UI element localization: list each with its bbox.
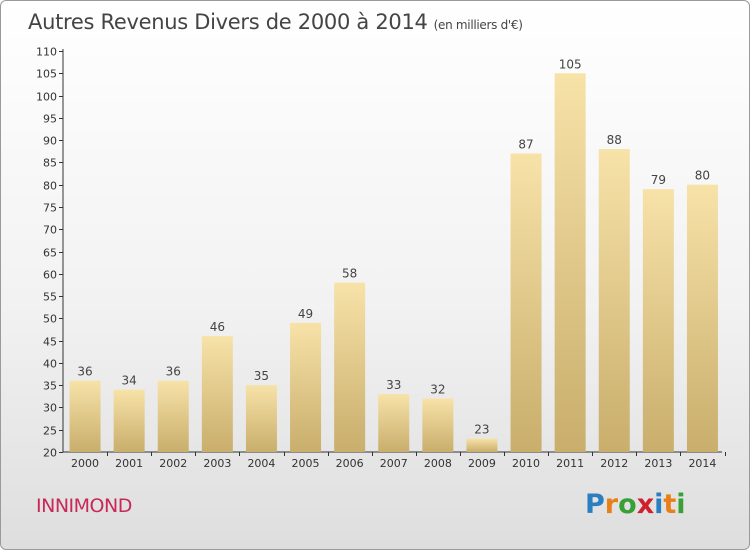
bars (69, 73, 718, 453)
data-label-2008: 32 (430, 383, 445, 397)
x-tick-label: 2012 (600, 457, 628, 470)
proxiti-logo[interactable]: Proxiti (585, 489, 686, 520)
y-tick-label: 25 (43, 425, 57, 438)
y-tick-label: 60 (43, 269, 57, 282)
y-tick-label: 95 (43, 113, 57, 126)
data-label-2007: 33 (386, 378, 401, 392)
logo-letter: P (585, 489, 605, 520)
bar-2009 (466, 438, 498, 452)
bar-2002 (157, 380, 189, 452)
x-tick-label: 2007 (380, 457, 408, 470)
y-tick-label: 70 (43, 224, 57, 237)
y-tick-label: 100 (36, 91, 57, 104)
data-label-2003: 46 (210, 320, 225, 334)
logo-letter: t (663, 489, 677, 520)
y-tick-label: 75 (43, 202, 57, 215)
data-label-2005: 49 (298, 307, 313, 321)
data-label-2004: 35 (254, 369, 269, 383)
y-tick-label: 55 (43, 291, 57, 304)
data-label-2006: 58 (342, 267, 357, 281)
x-tick-label: 2006 (336, 457, 364, 470)
x-tick-label: 2004 (247, 457, 275, 470)
y-tick-label: 85 (43, 157, 57, 170)
data-label-2009: 23 (474, 423, 489, 437)
x-tick-label: 2010 (512, 457, 540, 470)
bar-2001 (113, 389, 145, 452)
data-label-2001: 34 (122, 374, 137, 388)
x-tick-label: 2013 (644, 457, 672, 470)
bar-2010 (510, 153, 542, 452)
y-tick-label: 20 (43, 447, 57, 460)
bar-2008 (422, 398, 454, 452)
logo-letter: o (618, 489, 637, 520)
y-tick-label: 30 (43, 402, 57, 415)
logo-letter: x (636, 489, 655, 520)
data-label-2010: 87 (518, 137, 533, 151)
x-tick-label: 2003 (203, 457, 231, 470)
data-label-2000: 36 (77, 365, 92, 379)
x-tick-label: 2014 (688, 457, 716, 470)
y-tick-label: 80 (43, 180, 57, 193)
bar-2007 (378, 394, 410, 452)
y-tick-label: 90 (43, 135, 57, 148)
y-tick-label: 50 (43, 313, 57, 326)
chart-title-text: Autres Revenus Divers de 2000 à 2014 (28, 10, 428, 34)
y-tick-label: 105 (36, 68, 57, 81)
x-tick-label: 2008 (424, 457, 452, 470)
bar-2003 (201, 336, 233, 452)
bar-2013 (642, 189, 674, 452)
x-tick-label: 2000 (71, 457, 99, 470)
bar-2012 (598, 149, 630, 452)
data-label-2014: 80 (695, 169, 710, 183)
logo-letter: r (604, 489, 619, 520)
x-tick-label: 2005 (292, 457, 320, 470)
y-tick-label: 40 (43, 358, 57, 371)
logo-letter: i (654, 489, 664, 520)
bar-2005 (290, 322, 322, 452)
y-axis: 20 25 30 35 40 45 50 55 60 65 70 75 80 85 90 95 100 105 11… (36, 46, 64, 460)
bar-2000 (69, 380, 101, 452)
data-label-2012: 88 (607, 133, 622, 147)
y-tick-label: 65 (43, 247, 57, 260)
bar-2006 (334, 282, 366, 452)
chart-title: Autres Revenus Divers de 2000 à 2014 (en … (28, 10, 523, 34)
y-tick-label: 110 (36, 46, 57, 59)
data-label-2013: 79 (651, 173, 666, 187)
x-axis: 2000 2001 2002 2003 2004 2005 2006 2007 2008 2009… (63, 451, 726, 470)
data-label-2002: 36 (166, 365, 181, 379)
bar-2011 (554, 73, 586, 453)
commune-name: INNIMOND (36, 495, 132, 517)
logo-letter: i (676, 489, 686, 520)
chart-title-unit: (en milliers d'€) (433, 18, 523, 32)
x-tick-label: 2002 (159, 457, 187, 470)
data-label-2011: 105 (559, 57, 582, 71)
bar-2004 (245, 385, 277, 452)
x-tick-label: 2001 (115, 457, 143, 470)
x-tick-label: 2011 (556, 457, 584, 470)
data-labels: 36 34 36 46 35 49 58 33 32 23 87 105 88 79 80 (77, 57, 710, 436)
x-tick-label: 2009 (468, 457, 496, 470)
y-tick-label: 35 (43, 380, 57, 393)
y-tick-label: 45 (43, 336, 57, 349)
bar-2014 (686, 184, 718, 452)
